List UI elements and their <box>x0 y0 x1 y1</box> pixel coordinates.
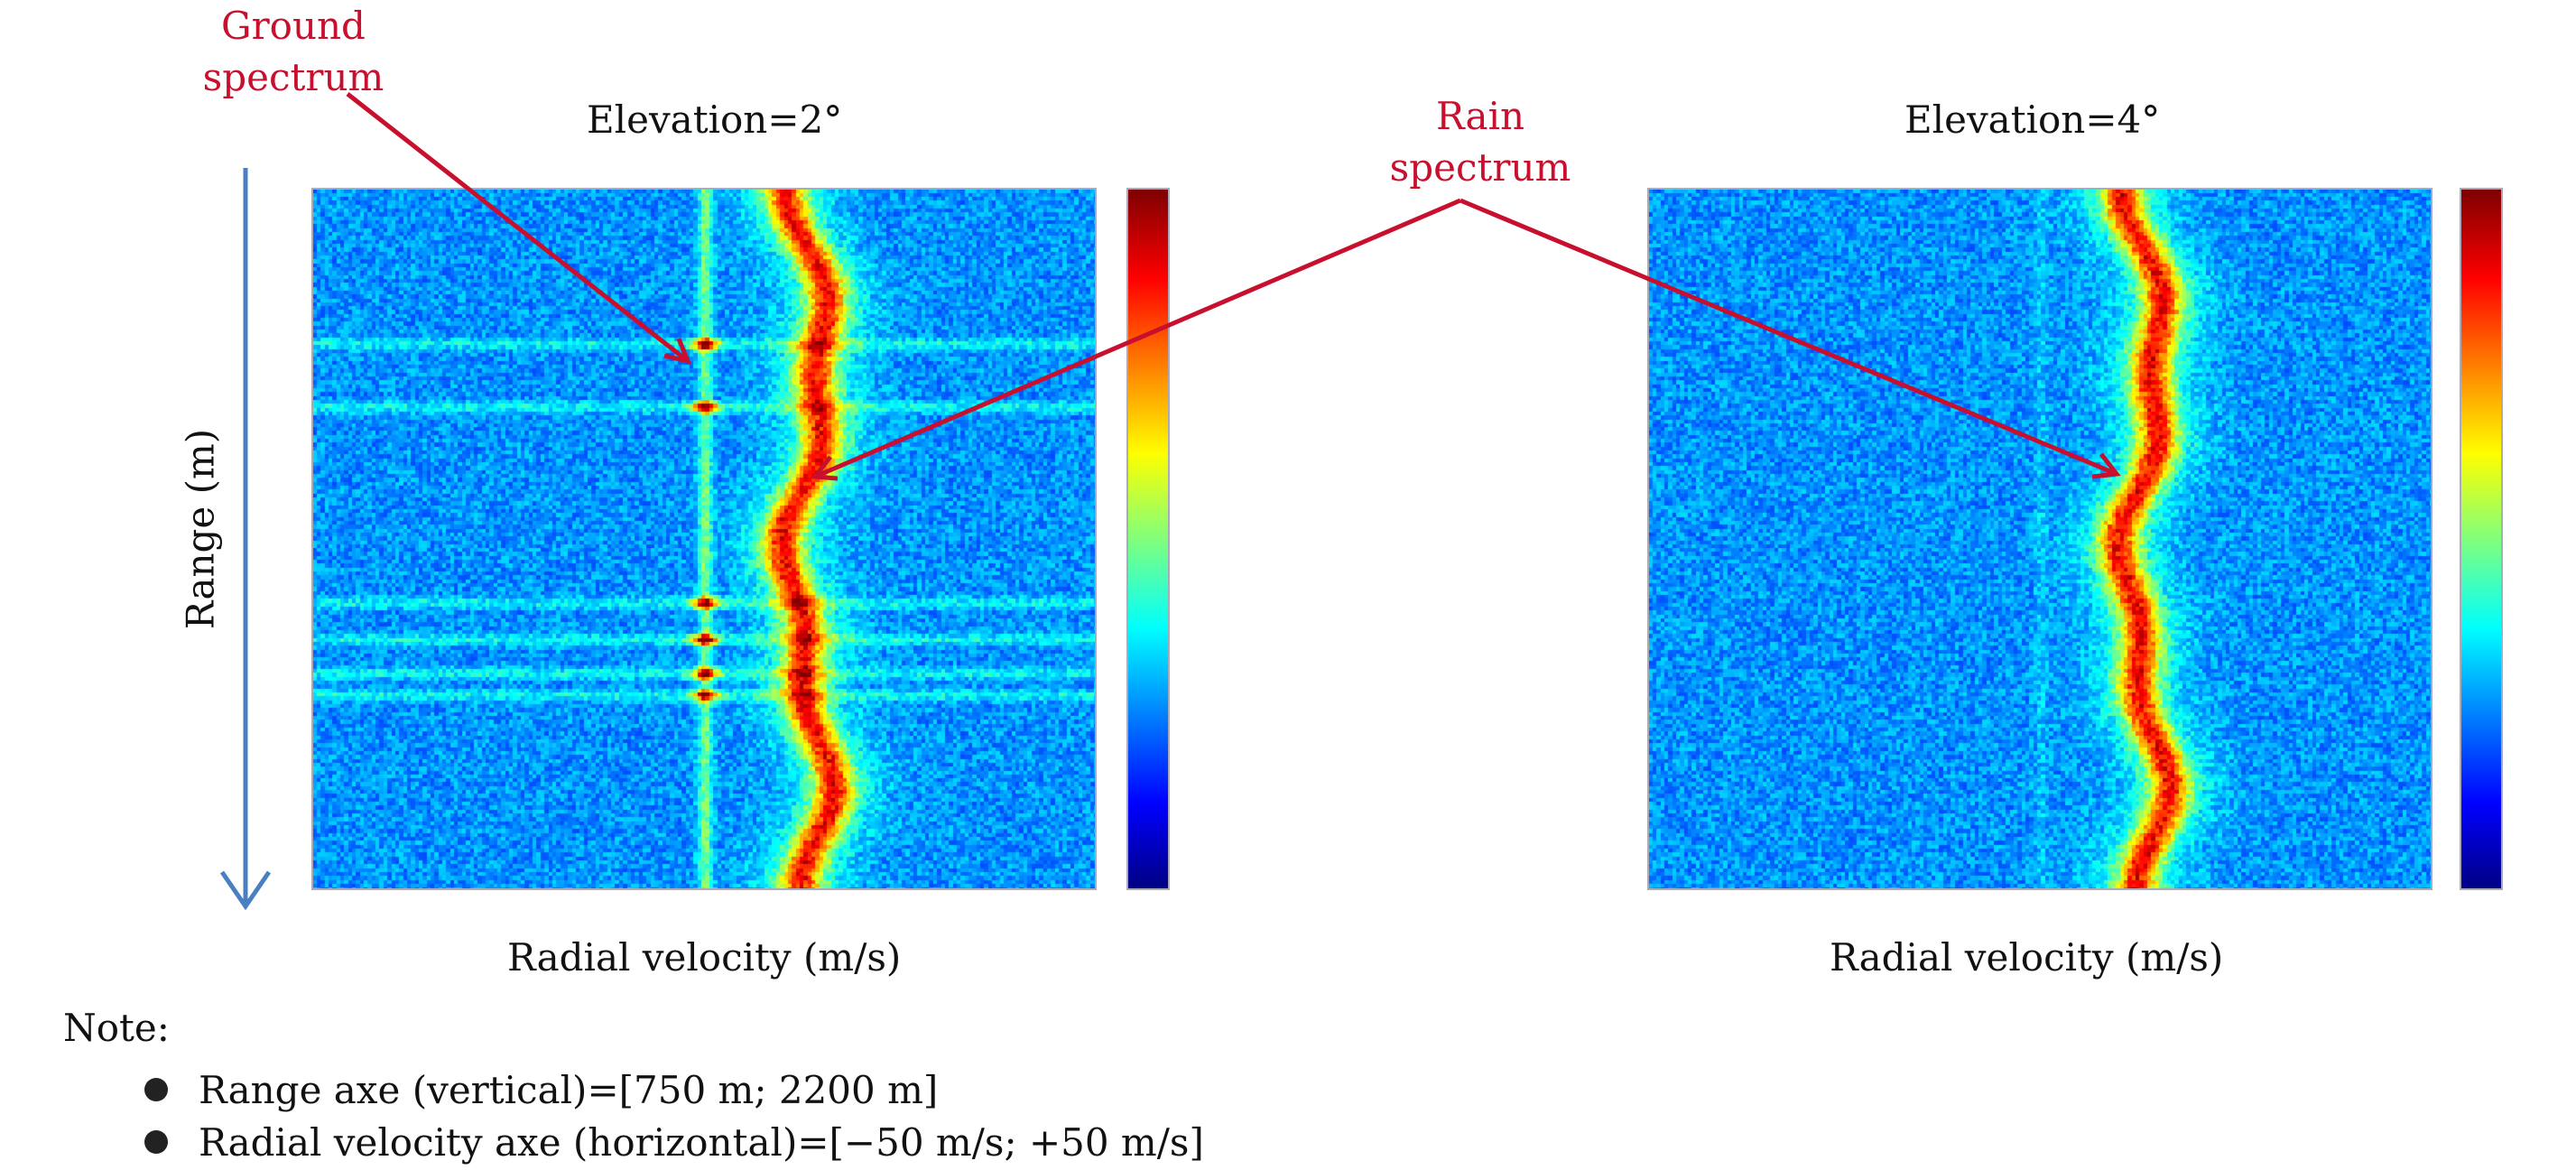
ground-annotation-line2: spectrum <box>202 55 385 99</box>
x-axis-label-left: Radial velocity (m/s) <box>507 935 902 980</box>
rain-arrow-right <box>1459 198 2117 477</box>
rain-arrow-left <box>814 198 1461 479</box>
colorbar-left-canvas <box>1128 190 1168 888</box>
note-item-range: Range axe (vertical)=[750 m; 2200 m] <box>144 1063 938 1118</box>
x-axis-label-right: Radial velocity (m/s) <box>1830 935 2224 980</box>
heatmap-left-canvas <box>313 190 1095 888</box>
heatmap-right-canvas <box>1649 190 2431 888</box>
note-heading: Note: <box>63 1006 170 1050</box>
colorbar-right-canvas <box>2461 190 2501 888</box>
bullet-dot <box>144 1078 168 1101</box>
ground-annotation-line1: Ground <box>221 4 366 48</box>
ground-arrowhead <box>663 338 692 365</box>
heatmap-right <box>1647 188 2432 890</box>
ground-spectrum-annotation: Ground spectrum <box>199 0 388 103</box>
note-item-velocity-text: Radial velocity axe (horizontal)=[−50 m/… <box>199 1120 1204 1165</box>
rain-arrowhead-right <box>2091 452 2121 479</box>
bullet-dot <box>144 1130 168 1154</box>
rain-annotation-line1: Rain <box>1435 94 1525 138</box>
colorbar-right <box>2460 188 2503 890</box>
rain-arrowhead-left <box>811 455 839 481</box>
note-item-velocity: Radial velocity axe (horizontal)=[−50 m/… <box>144 1116 1204 1170</box>
panel-right-title: Elevation=4° <box>1904 98 2161 142</box>
rain-annotation-line2: spectrum <box>1389 145 1571 190</box>
heatmap-left <box>311 188 1097 890</box>
rain-spectrum-annotation: Rain spectrum <box>1381 90 1580 193</box>
range-axis-arrowhead <box>219 870 272 911</box>
panel-left-title: Elevation=2° <box>587 98 843 142</box>
ground-arrow <box>346 92 690 363</box>
colorbar-left <box>1126 188 1170 890</box>
note-item-range-text: Range axe (vertical)=[750 m; 2200 m] <box>199 1068 939 1112</box>
